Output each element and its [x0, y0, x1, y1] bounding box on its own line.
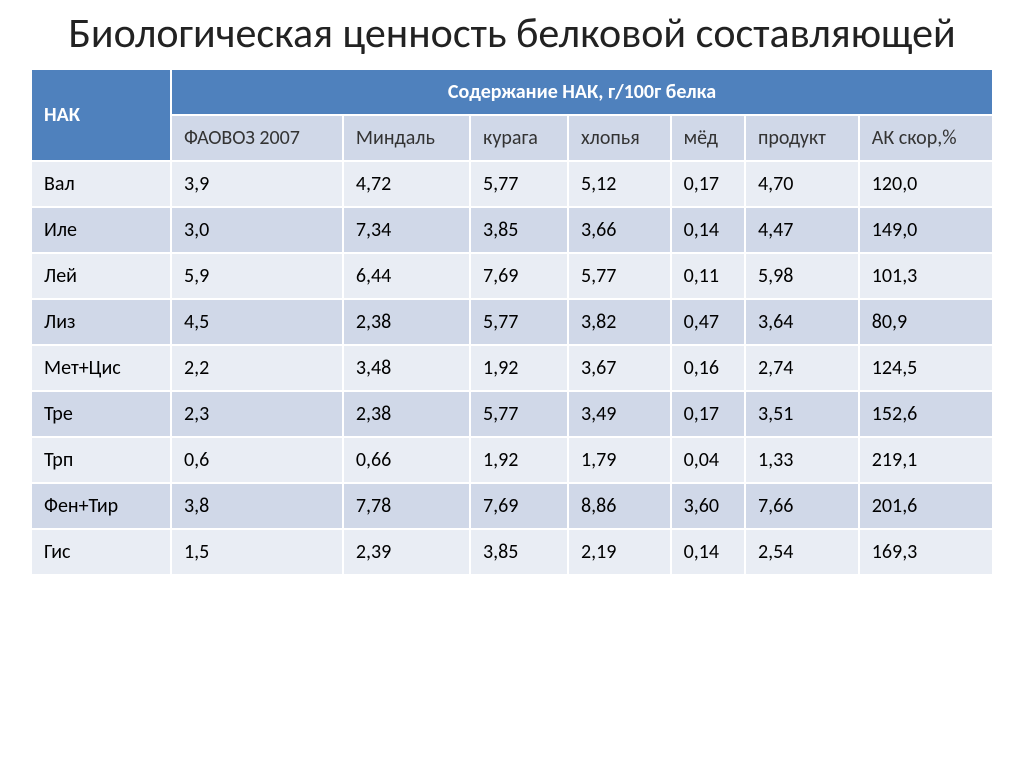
col-header: Миндаль: [343, 115, 470, 161]
cell-value: 4,72: [343, 161, 470, 207]
row-label: Гис: [31, 529, 171, 575]
cell-value: 0,17: [671, 161, 745, 207]
table-row: Гис1,52,393,852,190,142,54169,3: [31, 529, 993, 575]
table-row: Лиз4,52,385,773,820,473,6480,9: [31, 299, 993, 345]
cell-value: 2,39: [343, 529, 470, 575]
cell-value: 201,6: [859, 483, 993, 529]
cell-value: 3,8: [171, 483, 343, 529]
cell-value: 4,47: [745, 207, 859, 253]
cell-value: 5,77: [568, 253, 671, 299]
cell-value: 2,3: [171, 391, 343, 437]
cell-value: 5,77: [470, 391, 568, 437]
cell-value: 7,69: [470, 253, 568, 299]
row-label: Трп: [31, 437, 171, 483]
table-row: Фен+Тир3,87,787,698,863,607,66201,6: [31, 483, 993, 529]
page-title: Биологическая ценность белковой составля…: [30, 10, 994, 58]
table-row: Трп0,60,661,921,790,041,33219,1: [31, 437, 993, 483]
cell-value: 5,77: [470, 161, 568, 207]
cell-value: 4,5: [171, 299, 343, 345]
cell-value: 0,14: [671, 529, 745, 575]
cell-value: 3,0: [171, 207, 343, 253]
cell-value: 0,6: [171, 437, 343, 483]
cell-value: 3,66: [568, 207, 671, 253]
cell-value: 0,14: [671, 207, 745, 253]
row-label: Иле: [31, 207, 171, 253]
cell-value: 5,12: [568, 161, 671, 207]
cell-value: 3,85: [470, 207, 568, 253]
cell-value: 0,16: [671, 345, 745, 391]
table-row: Лей5,96,447,695,770,115,98101,3: [31, 253, 993, 299]
cell-value: 0,47: [671, 299, 745, 345]
cell-value: 1,79: [568, 437, 671, 483]
cell-value: 2,38: [343, 299, 470, 345]
cell-value: 2,19: [568, 529, 671, 575]
row-label: Мет+Цис: [31, 345, 171, 391]
row-label: Фен+Тир: [31, 483, 171, 529]
cell-value: 2,74: [745, 345, 859, 391]
cell-value: 0,04: [671, 437, 745, 483]
cell-value: 152,6: [859, 391, 993, 437]
cell-value: 2,54: [745, 529, 859, 575]
cell-value: 7,34: [343, 207, 470, 253]
cell-value: 3,49: [568, 391, 671, 437]
header-nak: НАК: [31, 69, 171, 161]
table-row: Тре2,32,385,773,490,173,51152,6: [31, 391, 993, 437]
col-header: курага: [470, 115, 568, 161]
cell-value: 2,2: [171, 345, 343, 391]
cell-value: 1,92: [470, 345, 568, 391]
cell-value: 3,67: [568, 345, 671, 391]
cell-value: 5,77: [470, 299, 568, 345]
cell-value: 7,66: [745, 483, 859, 529]
cell-value: 2,38: [343, 391, 470, 437]
col-header: ФАОВОЗ 2007: [171, 115, 343, 161]
cell-value: 0,66: [343, 437, 470, 483]
cell-value: 3,60: [671, 483, 745, 529]
cell-value: 169,3: [859, 529, 993, 575]
cell-value: 1,5: [171, 529, 343, 575]
table-row: Иле3,07,343,853,660,144,47149,0: [31, 207, 993, 253]
cell-value: 120,0: [859, 161, 993, 207]
cell-value: 1,33: [745, 437, 859, 483]
cell-value: 5,9: [171, 253, 343, 299]
col-header: АК скор,%: [859, 115, 993, 161]
cell-value: 0,11: [671, 253, 745, 299]
table-row: Вал3,94,725,775,120,174,70120,0: [31, 161, 993, 207]
cell-value: 3,48: [343, 345, 470, 391]
cell-value: 124,5: [859, 345, 993, 391]
cell-value: 6,44: [343, 253, 470, 299]
cell-value: 3,9: [171, 161, 343, 207]
cell-value: 8,86: [568, 483, 671, 529]
cell-value: 5,98: [745, 253, 859, 299]
cell-value: 7,78: [343, 483, 470, 529]
header-span: Содержание НАК, г/100г белка: [171, 69, 993, 115]
row-label: Вал: [31, 161, 171, 207]
col-header: продукт: [745, 115, 859, 161]
col-header: мёд: [671, 115, 745, 161]
cell-value: 3,82: [568, 299, 671, 345]
cell-value: 3,51: [745, 391, 859, 437]
cell-value: 1,92: [470, 437, 568, 483]
cell-value: 101,3: [859, 253, 993, 299]
row-label: Лиз: [31, 299, 171, 345]
amino-acid-table: НАК Содержание НАК, г/100г белка ФАОВОЗ …: [30, 68, 994, 576]
col-header: хлопья: [568, 115, 671, 161]
cell-value: 7,69: [470, 483, 568, 529]
cell-value: 149,0: [859, 207, 993, 253]
cell-value: 4,70: [745, 161, 859, 207]
cell-value: 3,64: [745, 299, 859, 345]
sub-header-row: ФАОВОЗ 2007 Миндаль курага хлопья мёд пр…: [31, 115, 993, 161]
row-label: Тре: [31, 391, 171, 437]
cell-value: 0,17: [671, 391, 745, 437]
cell-value: 80,9: [859, 299, 993, 345]
row-label: Лей: [31, 253, 171, 299]
table-row: Мет+Цис2,23,481,923,670,162,74124,5: [31, 345, 993, 391]
cell-value: 3,85: [470, 529, 568, 575]
cell-value: 219,1: [859, 437, 993, 483]
